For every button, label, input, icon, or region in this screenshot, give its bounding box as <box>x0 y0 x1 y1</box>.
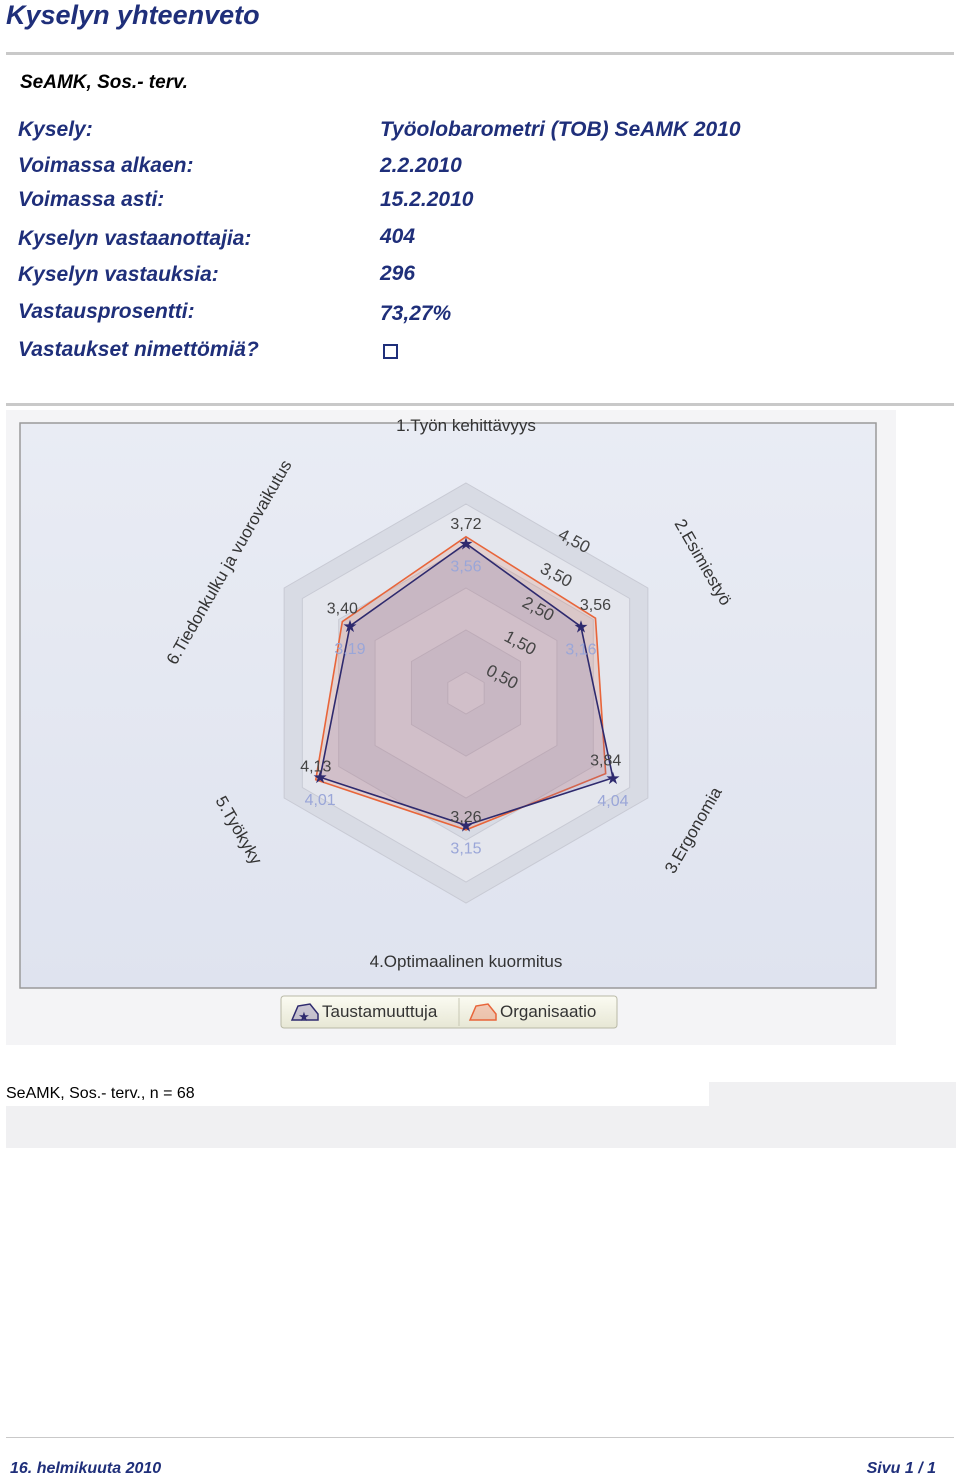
anonymous-checkbox-icon <box>383 344 398 359</box>
category-label: 4.Optimaalinen kuormitus <box>370 952 563 971</box>
survey-label: Kysely: <box>18 118 93 141</box>
legend-swatch-icon <box>290 1003 319 1021</box>
footer-date: 16. helmikuuta 2010 <box>10 1460 162 1477</box>
valid-to-label: Voimassa asti: <box>18 188 165 211</box>
star-marker: ★ <box>313 768 328 787</box>
data-label: 3,72 <box>450 516 481 533</box>
data-label: 3,15 <box>450 840 481 857</box>
anonymous-label: Vastaukset nimettömiä? <box>18 338 259 361</box>
data-label: 3,40 <box>327 601 358 618</box>
chart-caption: SeAMK, Sos.- terv., n = 68 <box>6 1082 709 1106</box>
star-marker: ★ <box>458 816 473 835</box>
responses-label: Kyselyn vastauksia: <box>18 263 219 286</box>
recipients-value: 404 <box>380 225 416 248</box>
star-marker: ★ <box>458 534 473 553</box>
survey-value: Työolobarometri (TOB) SeAMK 2010 <box>380 118 741 141</box>
legend-label: Organisaatio <box>500 1002 596 1021</box>
caption-bar: SeAMK, Sos.- terv., n = 68 <box>6 1082 956 1148</box>
unit-subtitle: SeAMK, Sos.- terv. <box>20 72 188 93</box>
data-label: 3,56 <box>450 558 481 575</box>
data-label: 4,01 <box>305 792 336 809</box>
footer-page-number: Sivu 1 / 1 <box>866 1460 936 1477</box>
page-title: Kyselyn yhteenveto <box>6 0 260 30</box>
radar-chart: ★★★★★★ 0,501,502,503,504,50 3,723,563,84… <box>19 416 877 1029</box>
valid-from-label: Voimassa alkaen: <box>18 154 194 177</box>
rate-value: 73,27% <box>380 302 452 325</box>
legend-star-icon: ★ <box>298 1009 310 1024</box>
recipients-label: Kyselyn vastaanottajia: <box>18 227 252 250</box>
data-label: 3,84 <box>590 753 621 770</box>
series-area <box>319 542 614 827</box>
data-label: 3,19 <box>334 641 365 658</box>
category-label: 1.Työn kehittävyys <box>396 416 536 435</box>
star-marker: ★ <box>605 769 620 788</box>
header-divider <box>6 52 954 55</box>
responses-value: 296 <box>380 262 416 285</box>
star-marker: ★ <box>573 618 588 637</box>
legend-swatch-icon <box>468 1003 497 1021</box>
rate-label: Vastausprosentti: <box>18 300 195 323</box>
radar-ring <box>447 671 485 715</box>
data-label: 4,04 <box>597 793 628 810</box>
data-label: 4,13 <box>300 759 331 776</box>
data-label: 3,26 <box>450 809 481 826</box>
series-area <box>314 535 607 831</box>
data-label: 3,56 <box>580 597 611 614</box>
valid-from-value: 2.2.2010 <box>380 154 462 177</box>
legend-box <box>280 995 618 1029</box>
footer-divider <box>6 1437 954 1438</box>
valid-to-value: 15.2.2010 <box>380 188 474 211</box>
legend-label: Taustamuuttuja <box>322 1002 438 1021</box>
chart-divider <box>6 403 954 406</box>
data-label: 3,16 <box>565 642 596 659</box>
star-marker: ★ <box>342 617 357 636</box>
